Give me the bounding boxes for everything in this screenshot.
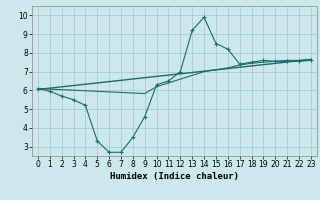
X-axis label: Humidex (Indice chaleur): Humidex (Indice chaleur)	[110, 172, 239, 181]
